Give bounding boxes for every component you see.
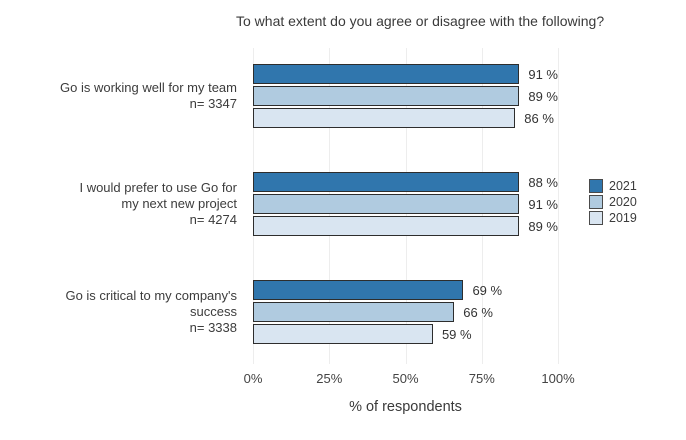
bar-row: 91 % [253, 194, 558, 214]
category-label: I would prefer to use Go for my next new … [0, 172, 245, 236]
bar-row: 89 % [253, 86, 558, 106]
bars-container: 88 % 91 % 89 % [253, 172, 558, 236]
value-label: 91 % [528, 196, 558, 212]
bar-group: I would prefer to use Go for my next new … [0, 172, 686, 236]
legend-swatch-2019 [589, 211, 603, 225]
value-label: 66 % [463, 304, 493, 320]
bar-2019 [253, 324, 433, 344]
category-label-line: n= 3347 [189, 96, 237, 111]
value-label: 69 % [472, 282, 503, 298]
legend: 2021 2020 2019 [589, 178, 637, 226]
bar-2021 [253, 172, 520, 192]
bar-group: Go is working well for my team n= 3347 91 … [0, 64, 686, 128]
bar-row: 88 % [253, 172, 558, 192]
chart-title: To what extent do you agree or disagree … [236, 13, 605, 29]
category-label-line: I would prefer to use Go for [79, 180, 237, 195]
legend-entry-2020: 2020 [589, 194, 637, 210]
bar-2020 [253, 86, 520, 106]
bar-2020 [253, 194, 520, 214]
bar-row: 86 % [253, 108, 558, 128]
legend-label: 2019 [609, 211, 637, 225]
category-label-line: n= 3338 [189, 320, 237, 335]
x-tick-label: 100% [541, 371, 575, 386]
bar-2021 [253, 64, 520, 84]
value-label: 91 % [528, 66, 558, 82]
category-label-line: Go is working well for my team [60, 80, 237, 95]
bar-2019 [253, 216, 520, 236]
bar-group: Go is critical to my company's success n= … [0, 280, 686, 344]
x-tick-label: 75% [468, 371, 495, 386]
legend-entry-2021: 2021 [589, 178, 637, 194]
bar-row: 69 % [253, 280, 558, 300]
bars-container: 91 % 89 % 86 % [253, 64, 558, 128]
bar-row: 66 % [253, 302, 558, 322]
bar-2020 [253, 302, 455, 322]
category-label-line: success [190, 304, 237, 319]
x-tick-label: 50% [392, 371, 419, 386]
bars-container: 69 % 66 % 59 % [253, 280, 558, 344]
bar-2021 [253, 280, 464, 300]
category-label-line: my next new project [121, 196, 237, 211]
bar-row: 89 % [253, 216, 558, 236]
x-axis-label: % of respondents [349, 399, 462, 415]
legend-label: 2020 [609, 195, 637, 209]
category-label: Go is critical to my company's success n= … [0, 280, 245, 344]
legend-swatch-2021 [589, 179, 603, 193]
category-label: Go is working well for my team n= 3347 [0, 64, 245, 128]
x-tick-label: 25% [316, 371, 343, 386]
legend-label: 2021 [609, 179, 637, 193]
bar-row: 59 % [253, 324, 558, 344]
value-label: 89 % [528, 88, 558, 104]
bar-2019 [253, 108, 516, 128]
bar-row: 91 % [253, 64, 558, 84]
value-label: 59 % [441, 326, 472, 342]
category-label-line: Go is critical to my company's [65, 288, 237, 303]
value-label: 86 % [524, 110, 554, 126]
category-label-line: n= 4274 [189, 212, 237, 227]
value-label: 89 % [528, 218, 558, 234]
legend-swatch-2020 [589, 195, 603, 209]
legend-entry-2019: 2019 [589, 210, 637, 226]
value-label: 88 % [528, 174, 558, 190]
gridline [558, 48, 559, 364]
x-tick-label: 0% [243, 371, 263, 386]
